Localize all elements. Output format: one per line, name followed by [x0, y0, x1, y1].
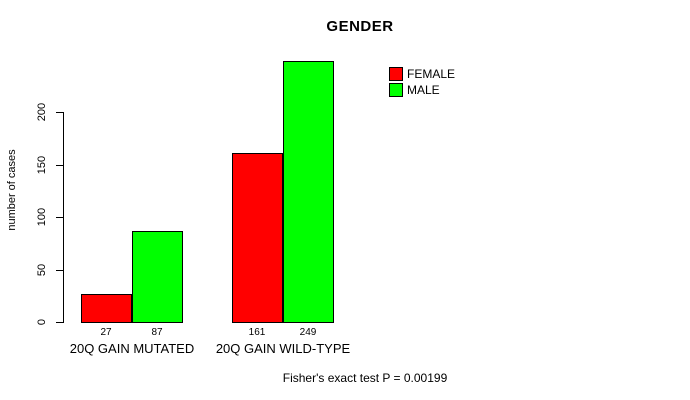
- legend-label-female: FEMALE: [407, 67, 456, 81]
- y-axis-tick-label: 0: [36, 318, 48, 326]
- bar-value-label: 249: [299, 327, 317, 338]
- y-axis-tick: [56, 165, 63, 166]
- legend-swatch-male: [389, 83, 403, 97]
- bar-female-2: [232, 153, 283, 323]
- bar-male-2: [283, 61, 334, 323]
- legend-swatch-female: [389, 67, 403, 81]
- y-axis-tick-label: 50: [36, 263, 48, 277]
- bar-value-label: 27: [100, 327, 112, 338]
- category-label: 20Q GAIN MUTATED: [69, 341, 195, 356]
- bar-female-1: [81, 294, 132, 323]
- p-value-footnote: Fisher's exact test P = 0.00199: [282, 371, 448, 385]
- bar-value-label: 161: [248, 327, 266, 338]
- y-axis-tick: [56, 112, 63, 113]
- y-axis-tick-label: 150: [36, 155, 48, 175]
- legend-label-male: MALE: [407, 83, 440, 97]
- y-axis-tick-label: 100: [36, 207, 48, 227]
- chart-title: GENDER: [326, 18, 394, 35]
- category-label: 20Q GAIN WILD-TYPE: [215, 341, 351, 356]
- bar-value-label: 87: [151, 327, 163, 338]
- y-axis-line: [63, 112, 64, 323]
- y-axis-tick-label: 200: [36, 102, 48, 122]
- y-axis-tick: [56, 270, 63, 271]
- y-axis-tick: [56, 217, 63, 218]
- y-axis-tick: [56, 322, 63, 323]
- bar-male-1: [132, 231, 183, 323]
